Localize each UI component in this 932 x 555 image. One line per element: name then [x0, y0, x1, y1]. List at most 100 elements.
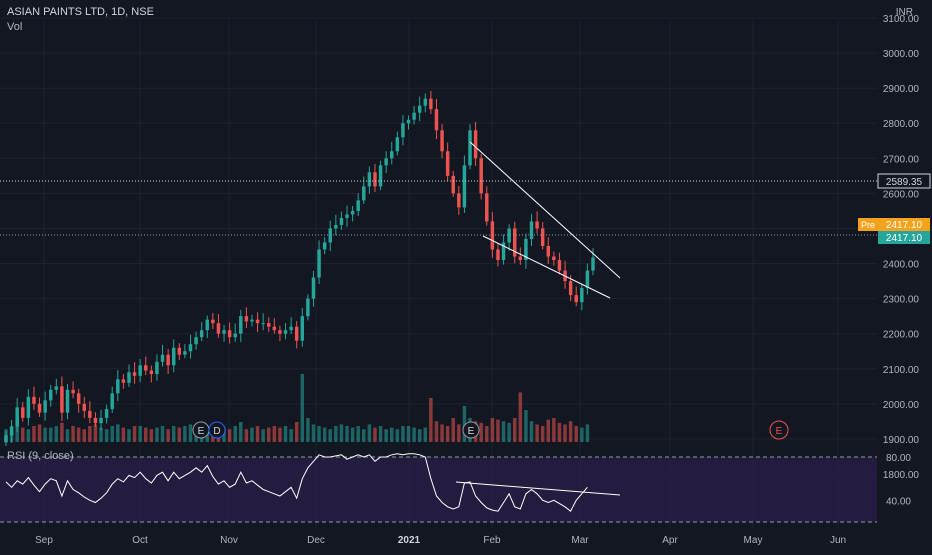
candle-body: [155, 361, 159, 375]
candle-body: [121, 379, 126, 383]
candle-body: [339, 217, 344, 225]
volume-bar: [82, 429, 86, 442]
price-tick-label: 2900.00: [883, 84, 920, 95]
rsi-legend[interactable]: RSI (9, close): [7, 450, 74, 462]
candle-body: [43, 400, 47, 413]
earnings-marker[interactable]: E: [462, 421, 480, 439]
candle-body: [261, 323, 265, 325]
future-earnings-marker[interactable]: E: [769, 420, 789, 440]
volume-bar: [490, 418, 495, 442]
volume-bar: [485, 426, 489, 442]
candle-body: [222, 330, 226, 334]
candle-body: [300, 316, 305, 341]
rsi-trendline[interactable]: [455, 481, 621, 496]
dividend-marker[interactable]: D: [208, 421, 226, 439]
candle-body: [110, 393, 114, 410]
upper-trendline[interactable]: [469, 141, 621, 279]
volume-bar: [412, 427, 416, 442]
candle-body: [395, 137, 400, 152]
pre-price-badge: 2417.10: [886, 220, 923, 231]
volume-bar: [138, 426, 142, 442]
time-axis[interactable]: Sep Oct Nov Dec 2021 Feb Mar Apr May Jun: [35, 535, 846, 546]
volume-bar: [160, 426, 165, 442]
volume-bar: [239, 422, 243, 442]
earnings-marker-label: E: [198, 426, 205, 437]
volume-bar: [462, 406, 467, 442]
earnings-marker[interactable]: E: [192, 421, 210, 439]
volume-bar: [144, 427, 148, 442]
volume-bar: [417, 429, 422, 442]
pre-tag: Pre: [861, 220, 875, 230]
candle-body: [485, 193, 489, 222]
candle-body: [82, 403, 86, 411]
volume-bar: [132, 426, 137, 442]
volume-bar: [110, 426, 114, 442]
volume-bar: [563, 424, 567, 442]
volume-bar: [524, 410, 528, 442]
volume-bar: [501, 421, 506, 442]
volume-bar: [434, 421, 439, 442]
candle-body: [518, 256, 523, 261]
volume-legend[interactable]: Vol: [7, 21, 23, 33]
volume-bar: [54, 426, 59, 442]
candle-body: [390, 151, 394, 159]
price-axis[interactable]: INR 3100.00 3000.00 2900.00 2800.00 2700.00 2…: [883, 7, 920, 481]
candle-body: [306, 298, 310, 317]
volume-bar: [451, 418, 455, 442]
volume-bar: [552, 418, 556, 442]
price-tick-label: 1800.00: [883, 470, 920, 481]
volume-bar: [227, 429, 232, 442]
future-earnings-marker-label: E: [776, 426, 783, 437]
candle-body: [496, 249, 500, 261]
price-tick-label: 3000.00: [883, 49, 920, 60]
volume-bar: [384, 429, 388, 442]
candle-body: [15, 407, 19, 427]
candle-body: [65, 389, 70, 413]
volume-bar: [345, 426, 349, 442]
candle-body: [513, 228, 517, 257]
volume-bar: [300, 374, 305, 442]
volume-bar: [367, 424, 372, 442]
candle-body: [239, 316, 243, 334]
candle-body: [149, 370, 154, 375]
candle-body: [48, 389, 53, 401]
volume-bars: [4, 374, 590, 442]
symbol-title[interactable]: ASIAN PAINTS LTD, 1D, NSE: [7, 6, 154, 18]
candle-body: [552, 256, 556, 261]
volume-bar: [317, 426, 321, 442]
candle-body: [116, 379, 120, 394]
volume-bar: [574, 426, 578, 442]
time-tick-label: Apr: [662, 535, 678, 546]
time-tick-label: May: [744, 535, 763, 546]
time-tick-label: Dec: [307, 535, 325, 546]
candle-body: [457, 193, 461, 208]
candle-body: [417, 105, 422, 113]
price-tick-label: 2000.00: [883, 400, 920, 411]
candle-body: [311, 277, 316, 299]
volume-bar: [423, 427, 428, 442]
level-badge-bg: [877, 173, 931, 189]
volume-bar: [155, 427, 159, 442]
volume-bar: [479, 422, 483, 442]
volume-bar: [222, 427, 226, 442]
candle-body: [468, 130, 472, 166]
volume-bar: [311, 424, 316, 442]
candle-body: [356, 200, 360, 211]
volume-bar: [496, 419, 500, 442]
candle-body: [71, 389, 75, 394]
volume-bar: [401, 426, 405, 442]
earnings-marker-label: E: [468, 426, 475, 437]
level-lines: [0, 180, 877, 236]
volume-bar: [289, 429, 293, 442]
candle-body: [278, 330, 282, 334]
candle-body: [99, 417, 103, 424]
volume-bar: [535, 424, 539, 442]
volume-bar: [43, 427, 47, 442]
pre-price-badge-bg: [878, 218, 930, 231]
candle-body: [93, 417, 98, 424]
volume-bar: [339, 424, 344, 442]
candle-body: [104, 409, 109, 418]
candle-body: [557, 260, 562, 271]
lower-trendline[interactable]: [482, 235, 611, 299]
